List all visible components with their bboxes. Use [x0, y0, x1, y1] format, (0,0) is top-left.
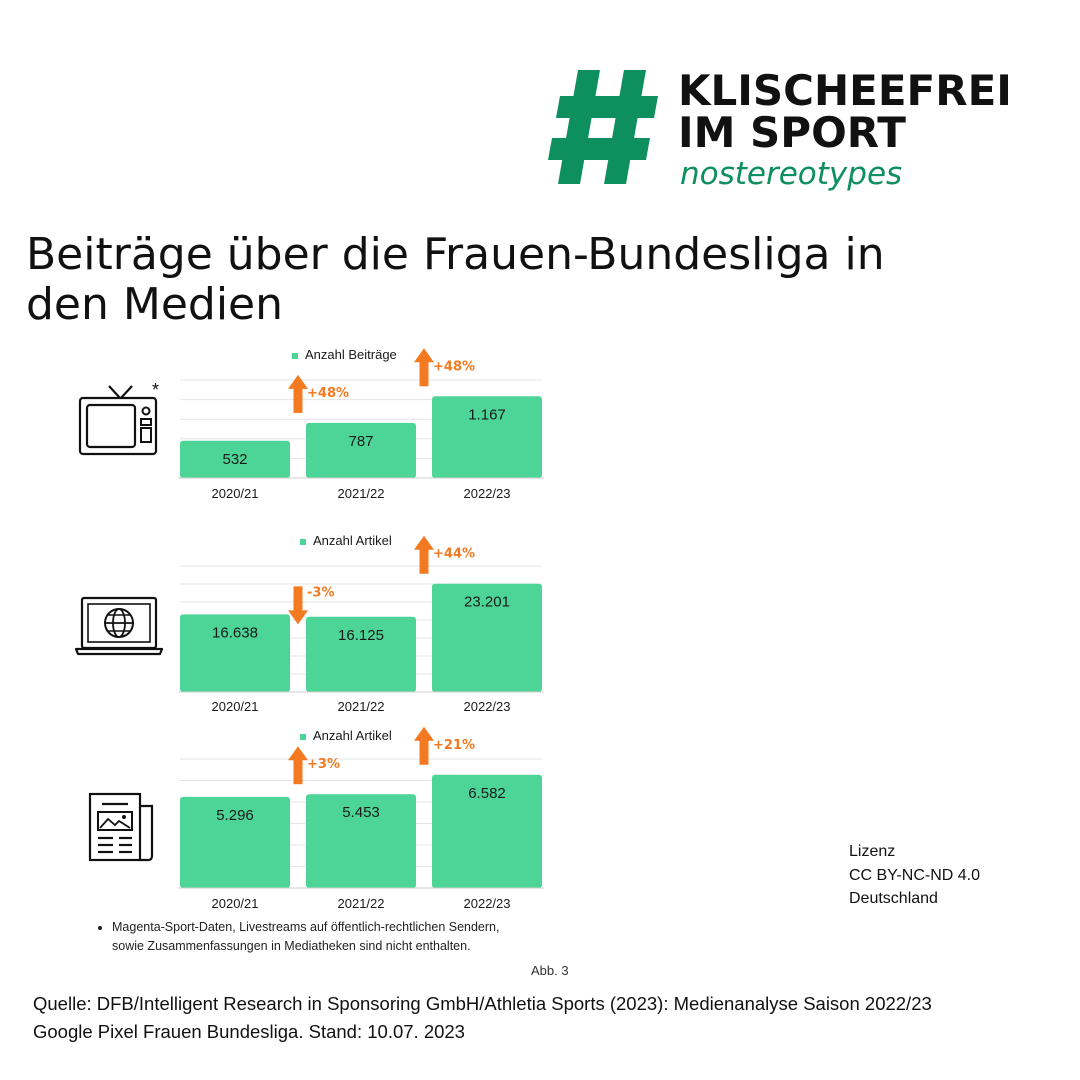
chart-svg: Anzahl Artikel 16.638 2020/21 16.125 2021/22…: [178, 533, 544, 714]
category-label: 2022/23: [464, 486, 511, 501]
category-label: 2021/22: [338, 896, 385, 911]
bar-2022-23: [432, 583, 542, 692]
change-label: +21%: [433, 738, 475, 753]
category-label: 2022/23: [464, 896, 511, 911]
license-info: Lizenz CC BY-NC-ND 4.0 Deutschland: [849, 840, 980, 911]
change-arrow-up-icon: [414, 726, 434, 765]
laptop-globe-icon: [74, 596, 164, 656]
source-line-2: Google Pixel Frauen Bundesliga. Stand: 1…: [33, 1021, 465, 1042]
logo-tagline: nostereotypes: [680, 156, 903, 192]
bar-2021-22: [306, 794, 416, 888]
bar-2020-21: [180, 796, 290, 888]
bar-2020-21: [180, 440, 290, 478]
change-arrow-up-icon: [288, 374, 308, 413]
license-heading: Lizenz: [849, 843, 896, 860]
bar-2021-22: [306, 616, 416, 692]
figure-label: Abb. 3: [531, 963, 569, 978]
legend-swatch: [292, 353, 298, 359]
bar-2021-22: [306, 422, 416, 478]
license-country: Deutschland: [849, 890, 938, 907]
change-label: +44%: [433, 547, 475, 562]
category-label: 2022/23: [464, 699, 511, 714]
category-label: 2021/22: [338, 699, 385, 714]
print-articles-chart: Anzahl Artikel 5.296 2020/21 5.453 2021/22 6.…: [60, 725, 560, 915]
bar-2022-23: [432, 774, 542, 888]
tv-icon: [78, 385, 158, 456]
license-name: CC BY-NC-ND 4.0: [849, 866, 980, 884]
legend-swatch: [300, 539, 306, 545]
category-label: 2020/21: [212, 486, 259, 501]
legend-swatch: [300, 734, 306, 740]
chart-svg: Anzahl Beiträge 532 2020/21 787 2021/22 1.167…: [178, 347, 544, 501]
change-arrow-down-icon: [288, 586, 308, 625]
logo-line-1: KLISCHEEFREI: [678, 66, 1012, 115]
category-label: 2020/21: [212, 699, 259, 714]
bar-2020-21: [180, 614, 290, 692]
newspaper-icon: [88, 792, 154, 862]
bar-value-label: 532: [222, 451, 247, 468]
tv-asterisk-marker: *: [152, 380, 160, 400]
category-label: 2021/22: [338, 486, 385, 501]
bar-value-label: 16.125: [338, 627, 384, 644]
bar-value-label: 5.453: [342, 804, 380, 821]
bar-value-label: 16.638: [212, 624, 258, 641]
change-arrow-up-icon: [414, 535, 434, 574]
bar-value-label: 23.201: [464, 594, 510, 611]
online-articles-chart: Anzahl Artikel 16.638 2020/21 16.125 2021/22…: [60, 530, 560, 720]
category-label: 2020/21: [212, 896, 259, 911]
logo: KLISCHEEFREI IM SPORT nostereotypes: [548, 66, 1012, 196]
change-label: -3%: [307, 585, 334, 600]
change-label: +3%: [307, 757, 340, 772]
chart-svg: Anzahl Artikel 5.296 2020/21 5.453 2021/22 6.…: [178, 726, 544, 911]
bar-value-label: 787: [348, 433, 373, 450]
footnote: Magenta-Sport-Daten, Livestreams auf öff…: [96, 918, 526, 956]
change-label: +48%: [433, 359, 475, 374]
bar-2022-23: [432, 396, 542, 478]
legend-label: Anzahl Artikel: [313, 533, 392, 548]
change-arrow-up-icon: [288, 746, 308, 785]
footnote-item: Magenta-Sport-Daten, Livestreams auf öff…: [112, 918, 526, 956]
bar-value-label: 5.296: [216, 807, 254, 824]
hashtag-logo-icon: [548, 70, 658, 184]
change-label: +48%: [307, 386, 349, 401]
legend-label: Anzahl Beiträge: [305, 347, 397, 362]
change-arrow-up-icon: [414, 348, 434, 387]
bar-value-label: 1.167: [468, 406, 506, 423]
source-citation: Quelle: DFB/Intelligent Research in Spon…: [33, 990, 1063, 1046]
bar-value-label: 6.582: [468, 785, 506, 802]
page-title: Beiträge über die Frauen-Bundesliga in d…: [26, 229, 885, 330]
tv-contributions-chart: Anzahl Beiträge 532 2020/21 787 2021/22 1.167…: [60, 340, 560, 510]
logo-line-2: IM SPORT: [678, 108, 906, 157]
source-line-1: Quelle: DFB/Intelligent Research in Spon…: [33, 993, 932, 1014]
legend-label: Anzahl Artikel: [313, 728, 392, 743]
